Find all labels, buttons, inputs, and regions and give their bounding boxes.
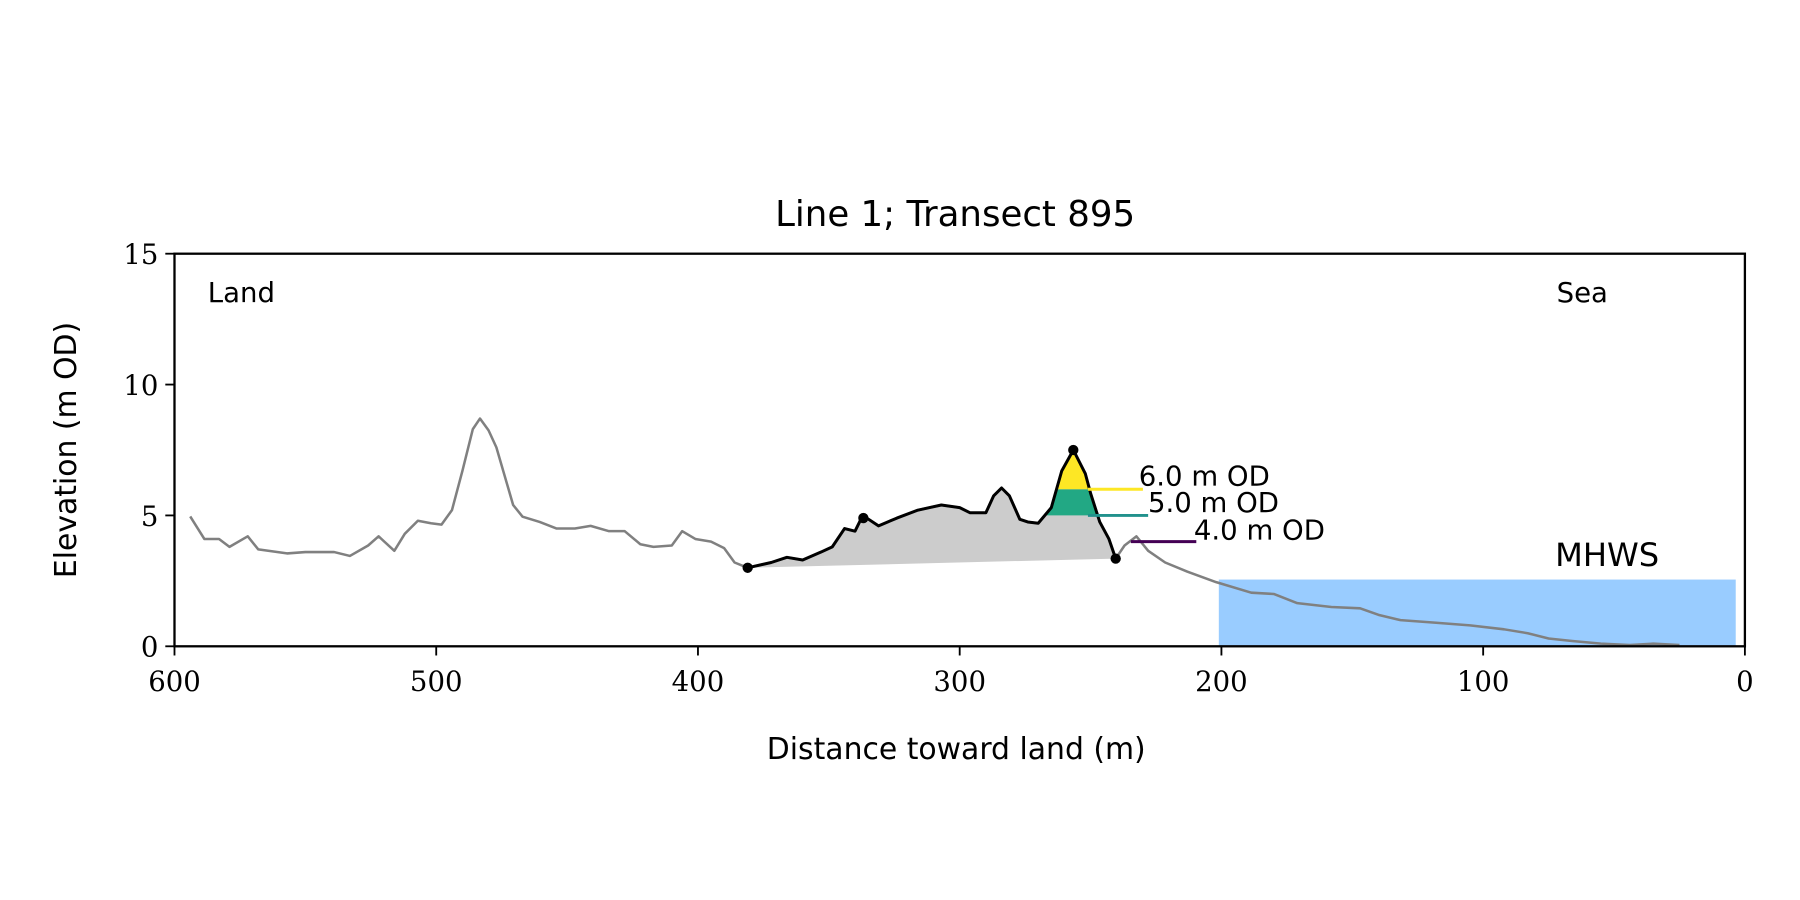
x-tick-label: 500 bbox=[410, 666, 463, 698]
level-label-6: 6.0 m OD bbox=[1139, 461, 1270, 493]
x-tick-label: 300 bbox=[933, 666, 986, 698]
y-axis-label: Elevation (m OD) bbox=[49, 322, 84, 578]
band-5-6m bbox=[1044, 489, 1098, 516]
x-tick-label: 600 bbox=[148, 666, 201, 698]
x-tick-label: 400 bbox=[672, 666, 725, 698]
band-above-6m bbox=[1056, 450, 1090, 490]
land-label: Land bbox=[208, 277, 275, 309]
level-label-4: 4.0 m OD bbox=[1194, 515, 1325, 547]
y-tick-label: 10 bbox=[123, 370, 158, 402]
chart-title: Line 1; Transect 895 bbox=[775, 194, 1135, 235]
x-tick-label: 0 bbox=[1736, 666, 1754, 698]
x-tick-label: 100 bbox=[1457, 666, 1510, 698]
mhws-label: MHWS bbox=[1555, 536, 1659, 574]
mhws-area bbox=[1218, 579, 1736, 647]
y-tick-label: 5 bbox=[141, 501, 159, 533]
dune-marker-3 bbox=[1110, 553, 1121, 564]
dune-marker-2 bbox=[1068, 444, 1079, 456]
level-label-5: 5.0 m OD bbox=[1148, 487, 1279, 519]
y-tick-label: 15 bbox=[123, 239, 158, 271]
dune-marker-0 bbox=[742, 562, 753, 573]
x-tick-label: 200 bbox=[1195, 666, 1248, 698]
dune-marker-1 bbox=[858, 512, 869, 524]
x-axis-label: Distance toward land (m) bbox=[767, 732, 1146, 767]
y-tick-label: 0 bbox=[141, 632, 159, 664]
sea-label: Sea bbox=[1557, 277, 1608, 309]
